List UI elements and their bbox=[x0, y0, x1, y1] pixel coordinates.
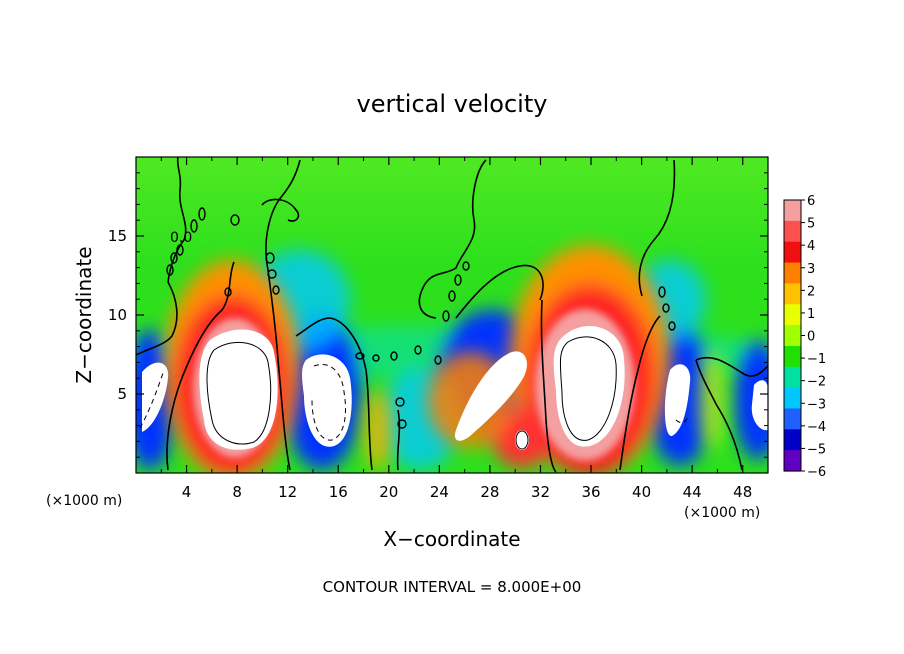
zero-contour-10 bbox=[638, 159, 676, 297]
updraft-small-core bbox=[515, 430, 529, 450]
z-unit-label: (×1000 m) bbox=[46, 493, 122, 509]
downdraft-core-4 bbox=[664, 364, 691, 437]
updraft-contour-2 bbox=[559, 336, 617, 441]
zero-contour-9 bbox=[540, 299, 557, 473]
colorbar-swatch-10 bbox=[784, 408, 801, 430]
x-tick-label-4: 20 bbox=[379, 483, 398, 501]
chart-title: vertical velocity bbox=[357, 90, 548, 118]
zero-contour-3 bbox=[265, 159, 301, 471]
downdraft-band-6 bbox=[734, 340, 768, 460]
zero-contour-4 bbox=[261, 198, 300, 222]
colorbar-swatch-6 bbox=[784, 325, 801, 347]
colorbar-label-11: −5 bbox=[807, 442, 826, 457]
colorbar-swatch-9 bbox=[784, 387, 801, 410]
colorbar-swatch-3 bbox=[784, 262, 801, 284]
updraft-core-1 bbox=[199, 329, 278, 450]
z-tick-label-0: 5 bbox=[117, 385, 127, 403]
colorbar-swatch-7 bbox=[784, 345, 801, 368]
zero-contour-7 bbox=[418, 159, 487, 319]
updraft-small-4 bbox=[700, 350, 724, 450]
colorbar-label-9: −3 bbox=[807, 397, 826, 412]
z-axis-label: Z−coordinate bbox=[72, 246, 96, 383]
x-tick-label-8: 36 bbox=[581, 483, 600, 501]
upper-haze bbox=[136, 157, 768, 267]
z-tick-label-1: 10 bbox=[108, 306, 127, 324]
contour-interval-note: CONTOUR INTERVAL = 8.000E+00 bbox=[323, 578, 582, 596]
colorbar-swatch-8 bbox=[784, 366, 801, 389]
colorbar-swatch-11 bbox=[784, 429, 801, 451]
zero-contour-12 bbox=[695, 356, 768, 377]
colorbar-label-3: 3 bbox=[807, 262, 815, 277]
downdraft-core-3 bbox=[454, 351, 527, 441]
downdraft-contour-2 bbox=[311, 364, 346, 441]
colorbar-swatch-12 bbox=[784, 450, 801, 472]
zero-contour-1 bbox=[136, 157, 187, 356]
colorbar-label-6: 0 bbox=[807, 330, 815, 345]
zero-contour-8 bbox=[455, 264, 544, 319]
zero-contour-13 bbox=[695, 359, 743, 471]
downdraft-core-5 bbox=[751, 380, 768, 431]
x-tick-label-2: 12 bbox=[278, 483, 297, 501]
z-tick-label-2: 15 bbox=[108, 227, 127, 245]
colorbar-swatch-2 bbox=[784, 241, 801, 264]
colorbar-label-7: −1 bbox=[807, 352, 826, 367]
zero-contour-11 bbox=[619, 315, 661, 471]
colorbar-label-0: 6 bbox=[807, 194, 815, 209]
contours bbox=[136, 157, 768, 473]
updraft-contour-3 bbox=[515, 430, 529, 450]
colorbar-swatch-1 bbox=[784, 220, 801, 243]
plot-area bbox=[136, 157, 768, 473]
x-tick-label-3: 16 bbox=[329, 483, 348, 501]
z-axis-ticks: 5 10 15 bbox=[108, 172, 768, 458]
colorbar-label-12: −6 bbox=[807, 465, 826, 480]
colorbar-swatch-0 bbox=[784, 200, 801, 222]
colorbar-label-10: −4 bbox=[807, 420, 826, 435]
x-axis-label: X−coordinate bbox=[383, 527, 520, 551]
downdraft-core-1 bbox=[142, 362, 169, 432]
colorbar: 6 5 4 3 2 1 0 −1 −2 −3 −4 −5 −6 bbox=[783, 194, 826, 480]
contour-value-label: 0.0 bbox=[170, 230, 192, 246]
colorbar-swatch-5 bbox=[784, 304, 801, 326]
updraft-contour-1 bbox=[206, 341, 272, 445]
x-tick-label-5: 24 bbox=[430, 483, 449, 501]
zero-contour-5 bbox=[295, 317, 373, 471]
updraft-core-2 bbox=[553, 326, 625, 447]
colorbar-label-1: 5 bbox=[807, 217, 815, 232]
colorbar-label-8: −2 bbox=[807, 375, 826, 390]
x-tick-label-10: 44 bbox=[683, 483, 702, 501]
out-of-range-cores bbox=[142, 326, 768, 450]
x-tick-label-1: 8 bbox=[232, 483, 242, 501]
zero-contour-2 bbox=[166, 261, 235, 471]
x-tick-label-6: 28 bbox=[480, 483, 499, 501]
x-axis-ticks: 4 8 12 16 20 24 28 32 36 40 44 48 bbox=[160, 157, 752, 501]
downdraft-contour-1 bbox=[139, 369, 165, 429]
x-tick-label-11: 48 bbox=[733, 483, 752, 501]
colorbar-swatch-4 bbox=[784, 283, 801, 305]
x-unit-label: (×1000 m) bbox=[684, 505, 760, 521]
colorbar-label-5: 1 bbox=[807, 307, 815, 322]
colorbar-label-2: 4 bbox=[807, 239, 815, 254]
x-tick-label-9: 40 bbox=[632, 483, 651, 501]
colorbar-label-4: 2 bbox=[807, 284, 815, 299]
downdraft-contour-3 bbox=[675, 415, 689, 424]
x-tick-label-0: 4 bbox=[182, 483, 192, 501]
downdraft-core-2 bbox=[302, 354, 352, 447]
zero-contour-6 bbox=[396, 409, 401, 471]
cloud-edge-contours bbox=[166, 207, 676, 429]
x-tick-label-7: 32 bbox=[531, 483, 550, 501]
